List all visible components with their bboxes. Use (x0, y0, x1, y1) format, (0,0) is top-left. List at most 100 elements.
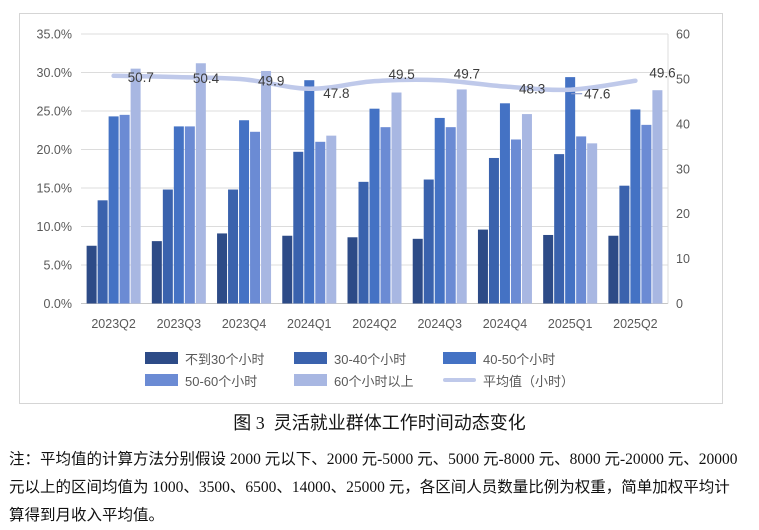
bar (130, 68, 141, 304)
line-data-label: 48.3 (519, 82, 545, 97)
bar (608, 235, 619, 304)
line-data-label: 47.6 (584, 87, 610, 102)
figure-caption: 图 3 灵活就业群体工作时间动态变化 (233, 413, 526, 433)
bar (488, 157, 499, 304)
bar (369, 108, 380, 304)
legend-item: 60个小时以上 (294, 371, 443, 390)
line-data-label: 50.7 (128, 70, 154, 85)
bar-series-1 (86, 229, 619, 304)
left-axis-tick: 30.0% (37, 66, 72, 80)
bar-series-3 (108, 77, 641, 304)
bar-series-2 (97, 151, 630, 304)
right-axis-tick: 60 (676, 28, 690, 42)
legend-color-swatch-icon (294, 374, 327, 386)
legend-line-swatch-icon (443, 378, 476, 382)
bar (554, 154, 565, 304)
average-line (111, 73, 638, 93)
left-axis-tick: 5.0% (44, 259, 73, 273)
bar (282, 235, 293, 304)
line-data-label: 49.5 (389, 67, 415, 82)
bar (358, 181, 369, 304)
legend-item: 30-40个小时 (294, 349, 443, 368)
legend-item: 50-60个小时 (145, 371, 294, 390)
bar (108, 116, 119, 304)
bar (162, 189, 173, 304)
bar (412, 238, 423, 304)
left-axis-tick: 35.0% (37, 28, 72, 42)
bar (97, 200, 108, 304)
bar (576, 136, 587, 304)
bar (315, 141, 326, 304)
right-axis-tick: 10 (676, 252, 690, 266)
legend-label: 30-40个小时 (334, 351, 407, 367)
right-axis-tick: 20 (676, 207, 690, 221)
bar (445, 127, 456, 304)
bar (250, 131, 261, 304)
legend-item: 平均值（小时） (443, 371, 592, 390)
bar (228, 189, 239, 304)
bar (619, 185, 630, 304)
left-axis-tick: 10.0% (37, 220, 72, 234)
bar (239, 120, 250, 304)
legend-item: 40-50个小时 (443, 349, 592, 368)
line-data-label: 50.4 (193, 71, 220, 86)
legend-label: 50-60个小时 (185, 373, 258, 389)
bar (434, 117, 445, 304)
line-data-label: 49.6 (649, 66, 675, 81)
left-axis-tick: 25.0% (37, 105, 72, 119)
x-axis-category-label: 2024Q4 (483, 317, 528, 331)
bar (423, 179, 434, 304)
bar (499, 103, 510, 304)
bar (195, 63, 206, 304)
left-axis-tick: 20.0% (37, 143, 72, 157)
bar (261, 70, 272, 304)
bar (565, 77, 576, 304)
bar (184, 126, 195, 304)
bar (173, 126, 184, 304)
axis-labels: 0.0% 5.0% 10.0% 15.0% 20.0% 25.0% 30.0% 35.0% 0 1… (37, 28, 690, 332)
legend-row-1: 不到30个小时 30-40个小时 40-50个小时 (145, 347, 722, 369)
x-axis-category-label: 2025Q1 (548, 317, 593, 331)
note-line: 元以上的区间均值为 1000、3500、6500、14000、25000 元，各… (9, 479, 730, 496)
bar (326, 135, 337, 304)
figure-note: 注：平均值的计算方法分别假设 2000 元以下、2000 元-5000 元、50… (9, 446, 753, 530)
x-axis-category-label: 2023Q4 (222, 317, 267, 331)
right-axis-tick: 0 (676, 297, 683, 311)
legend-label: 不到30个小时 (185, 351, 265, 367)
right-axis-tick: 40 (676, 117, 690, 131)
bar-series-5 (130, 63, 663, 304)
bar (521, 114, 532, 304)
legend-item: 不到30个小时 (145, 349, 294, 368)
x-axis-category-label: 2024Q1 (287, 317, 332, 331)
legend-color-swatch-icon (443, 352, 476, 364)
legend-row-2: 50-60个小时 60个小时以上 平均值（小时） (145, 369, 722, 391)
x-axis-category-label: 2025Q2 (613, 317, 658, 331)
bar (510, 139, 521, 304)
left-axis-tick: 15.0% (37, 182, 72, 196)
line-data-label: 47.8 (323, 86, 349, 101)
note-line: 算得到月收入平均值。 (9, 507, 165, 524)
bar (347, 237, 358, 304)
bar (587, 143, 598, 304)
x-axis-category-label: 2023Q3 (157, 317, 202, 331)
legend-label: 60个小时以上 (334, 373, 414, 389)
chart-plot-area: 0.0% 5.0% 10.0% 15.0% 20.0% 25.0% 30.0% 35.0% 0 1… (37, 28, 690, 332)
bar (391, 92, 402, 304)
bar (293, 151, 304, 304)
note-line: 注：平均值的计算方法分别假设 2000 元以下、2000 元-5000 元、50… (9, 451, 738, 468)
right-axis-tick: 50 (676, 72, 690, 86)
left-axis-tick: 0.0% (44, 297, 73, 311)
legend-label: 40-50个小时 (483, 351, 556, 367)
legend-color-swatch-icon (145, 352, 178, 364)
line-data-label: 49.7 (454, 66, 480, 81)
bar (641, 124, 652, 304)
chart-frame: 0.0% 5.0% 10.0% 15.0% 20.0% 25.0% 30.0% 35.0% 0 1… (19, 13, 723, 404)
right-axis-tick: 30 (676, 162, 690, 176)
chart-legend: 不到30个小时 30-40个小时 40-50个小时 50-60个小时 60个小时以上 平均… (20, 347, 722, 391)
legend-color-swatch-icon (145, 374, 178, 386)
bar-series-4 (119, 114, 652, 304)
x-axis-category-label: 2023Q2 (91, 317, 136, 331)
bar (477, 229, 488, 304)
line-data-labels: 50.7 50.4 49.9 47.8 49.5 49.7 48.3 47.6 49.6 (128, 66, 676, 102)
legend-label: 平均值（小时） (483, 373, 575, 389)
